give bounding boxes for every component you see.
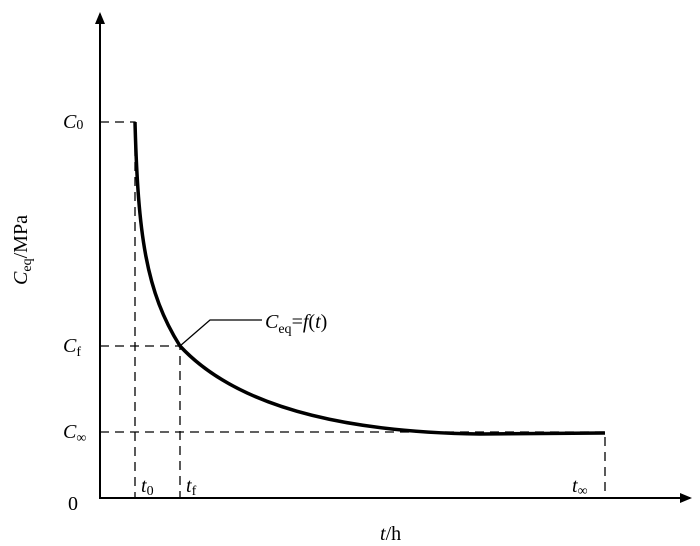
label-part: 0 xyxy=(147,484,154,499)
label-part: t xyxy=(315,311,321,333)
label-part: C xyxy=(63,111,77,133)
x-label: t∞ xyxy=(572,475,588,499)
curve xyxy=(133,121,606,436)
leader-line xyxy=(179,319,262,347)
label-part: f xyxy=(303,311,311,333)
label-part: C xyxy=(63,421,77,443)
y-label: Cf xyxy=(63,335,81,360)
x-axis-title: t/h xyxy=(380,523,401,545)
label-part: t xyxy=(380,523,386,545)
x-label: tf xyxy=(186,475,197,499)
y-label: C0 xyxy=(63,111,83,133)
origin-label: 0 xyxy=(68,493,78,515)
y-label: C∞ xyxy=(63,421,86,446)
guide-cinf xyxy=(100,431,606,498)
label-part: t xyxy=(141,475,147,497)
y-axis-title: Ceq/MPa xyxy=(10,215,35,285)
label-part: ) xyxy=(321,311,328,333)
label-part: = xyxy=(292,311,303,333)
label-part: ∞ xyxy=(76,431,86,446)
annotation: Ceq=f(t) xyxy=(265,311,327,337)
label-part: t xyxy=(186,475,192,497)
x-label: t0 xyxy=(141,475,154,499)
guide-cf xyxy=(100,345,181,498)
label-part: ( xyxy=(308,311,315,333)
label-part: 0 xyxy=(76,118,83,133)
label-part: /h xyxy=(386,523,402,545)
label-part: C xyxy=(10,271,32,285)
label-part: f xyxy=(76,345,81,360)
guide-c0 xyxy=(100,121,136,498)
label-part: eq xyxy=(278,322,291,337)
label-part: C xyxy=(265,311,279,333)
label-part: ∞ xyxy=(578,484,588,499)
label-part: eq xyxy=(20,258,35,271)
label-part: /MPa xyxy=(10,215,32,258)
label-part: f xyxy=(192,484,197,499)
label-part: t xyxy=(572,475,578,497)
label-part: C xyxy=(63,335,77,357)
